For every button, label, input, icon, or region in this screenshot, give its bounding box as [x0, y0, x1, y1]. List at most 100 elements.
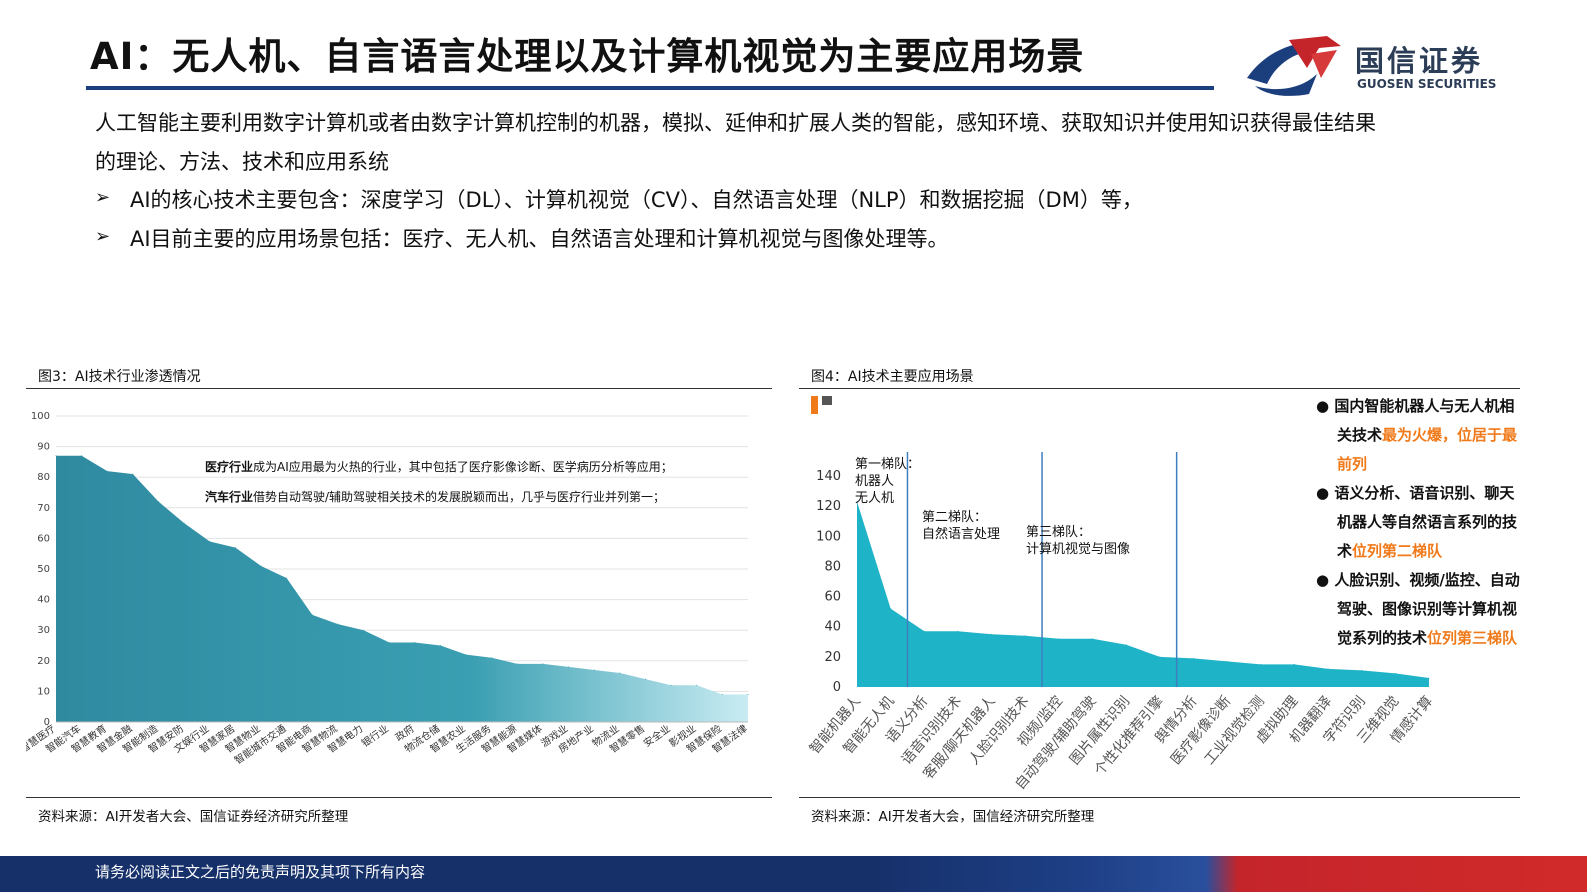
y-tick-label: 0 [833, 680, 841, 695]
intro-line-2: 的理论、方法、技术和应用系统 [95, 150, 389, 174]
data-point [593, 669, 595, 671]
data-point [957, 630, 959, 632]
data-point [1024, 635, 1026, 637]
data-point [1293, 663, 1295, 665]
page-title: AI：无人机、自言语言处理以及计算机视觉为主要应用场景 [90, 35, 1085, 78]
y-tick-label: 20 [824, 650, 841, 665]
data-point [311, 614, 313, 616]
series-area [857, 501, 1429, 687]
bullet-arrow-icon: ➢ [95, 226, 111, 247]
data-point [856, 501, 858, 503]
data-point [1058, 638, 1060, 640]
data-point [1159, 656, 1161, 658]
data-point [106, 470, 108, 472]
figure3-bottom-rule [26, 797, 772, 798]
logo-name: 国信证券 [1355, 44, 1484, 78]
data-point [183, 522, 185, 524]
figure4-top-rule [799, 388, 1520, 389]
data-point [209, 540, 211, 542]
figure4-gray-marker [822, 396, 832, 405]
figure3-annotation-2: 汽车行业借势自动驾驶/辅助驾驶相关技术的发展脱颖而出，几乎与医疗行业并列第一； [205, 490, 666, 504]
guosen-logo-icon [1247, 36, 1341, 96]
y-tick-label: 20 [37, 656, 50, 667]
data-point [465, 654, 467, 656]
y-tick-label: 90 [37, 442, 50, 453]
data-point [132, 473, 134, 475]
figure3-source: 资料来源：AI开发者大会、国信证券经济研究所整理 [38, 809, 349, 825]
data-point [542, 663, 544, 665]
intro-line-1: 人工智能主要利用数字计算机或者由数字计算机控制的机器，模拟、延伸和扩展人类的智能… [95, 111, 1376, 135]
data-point [619, 672, 621, 674]
figure4-chart: 020406080100120140智能机器人智能无人机语义分析语音识别技术客服… [807, 452, 1436, 790]
figure3-chart: 0102030405060708090100智慧医疗智能汽车智慧教育智慧金融智能… [26, 411, 750, 767]
y-tick-label: 40 [37, 595, 50, 606]
data-point [696, 684, 698, 686]
x-tick-label: 安全业 [641, 722, 673, 750]
side-note-line: ● 人脸识别、视频/监控、自动 [1316, 571, 1520, 589]
title-rule [86, 86, 1214, 90]
data-point [670, 684, 672, 686]
y-tick-label: 10 [37, 686, 50, 697]
side-note-line: 关技术最为火爆，位居于最 [1337, 426, 1518, 444]
data-point [414, 641, 416, 643]
data-point [890, 608, 892, 610]
side-note-line: 觉系列的技术位列第三梯队 [1337, 629, 1518, 647]
y-tick-label: 120 [816, 499, 841, 514]
data-point [234, 547, 236, 549]
bullet-item: AI的核心技术主要包含：深度学习（DL）、计算机视觉（CV）、自然语言处理（NL… [130, 188, 1143, 212]
figure3-annotation-1: 医疗行业成为AI应用最为火热的行业，其中包括了医疗影像诊断、医学病历分析等应用； [205, 460, 673, 474]
data-point [516, 663, 518, 665]
data-point [1092, 638, 1094, 640]
figure4-bottom-rule [799, 797, 1520, 798]
data-point [721, 693, 723, 695]
data-point [363, 629, 365, 631]
data-point [1125, 644, 1127, 646]
data-point [81, 455, 83, 457]
side-note-line: 驾驶、图像识别等计算机视 [1337, 600, 1518, 618]
data-point [568, 666, 570, 668]
data-point [747, 693, 749, 695]
side-note-line: ● 语义分析、语音识别、聊天 [1316, 484, 1515, 502]
y-tick-label: 70 [37, 503, 50, 514]
y-tick-label: 30 [37, 625, 50, 636]
data-point [1428, 677, 1430, 679]
bullet-item: AI目前主要的应用场景包括：医疗、无人机、自然语言处理和计算机视觉与图像处理等。 [130, 227, 949, 251]
tier-2-label: 第二梯队： 自然语言处理 [922, 510, 1001, 542]
tier-3-label: 第三梯队： 计算机视觉与图像 [1026, 525, 1131, 557]
data-point [337, 623, 339, 625]
figure4-source: 资料来源：AI开发者大会，国信经济研究所整理 [811, 809, 1095, 825]
data-point [1226, 660, 1228, 662]
side-note-line: 术位列第二梯队 [1337, 542, 1443, 560]
data-point [158, 501, 160, 503]
figure3-title: 图3：AI技术行业渗透情况 [38, 369, 201, 385]
footer-bar [0, 856, 1587, 892]
data-point [286, 577, 288, 579]
x-tick-label: 银行业 [359, 722, 391, 750]
y-tick-label: 100 [31, 411, 50, 422]
data-point [991, 633, 993, 635]
y-tick-label: 60 [37, 533, 50, 544]
data-point [439, 645, 441, 646]
data-point [1260, 663, 1262, 665]
data-point [1327, 668, 1329, 670]
tier-1-label: 第一梯队： 机器人 无人机 [855, 457, 921, 506]
y-tick-label: 140 [816, 469, 841, 484]
side-note-line: 机器人等自然语言系列的技 [1337, 513, 1518, 531]
data-point [923, 630, 925, 632]
logo-subtitle: GUOSEN SECURITIES [1357, 77, 1497, 91]
figure3-top-rule [26, 388, 772, 389]
data-point [1361, 669, 1363, 671]
figure4-orange-marker [811, 396, 818, 414]
bullet-arrow-icon: ➢ [95, 187, 111, 208]
footer-disclaimer: 请务必阅读正文之后的免责声明及其项下所有内容 [95, 863, 426, 881]
data-point [260, 565, 262, 567]
y-tick-label: 60 [824, 590, 841, 605]
y-tick-label: 80 [824, 559, 841, 574]
series-area [56, 455, 748, 722]
data-point [644, 678, 646, 680]
data-point [1394, 672, 1396, 674]
y-tick-label: 80 [37, 472, 50, 483]
side-note-line: 前列 [1337, 455, 1368, 473]
data-point [491, 657, 493, 659]
side-note-line: ● 国内智能机器人与无人机相 [1316, 397, 1515, 415]
